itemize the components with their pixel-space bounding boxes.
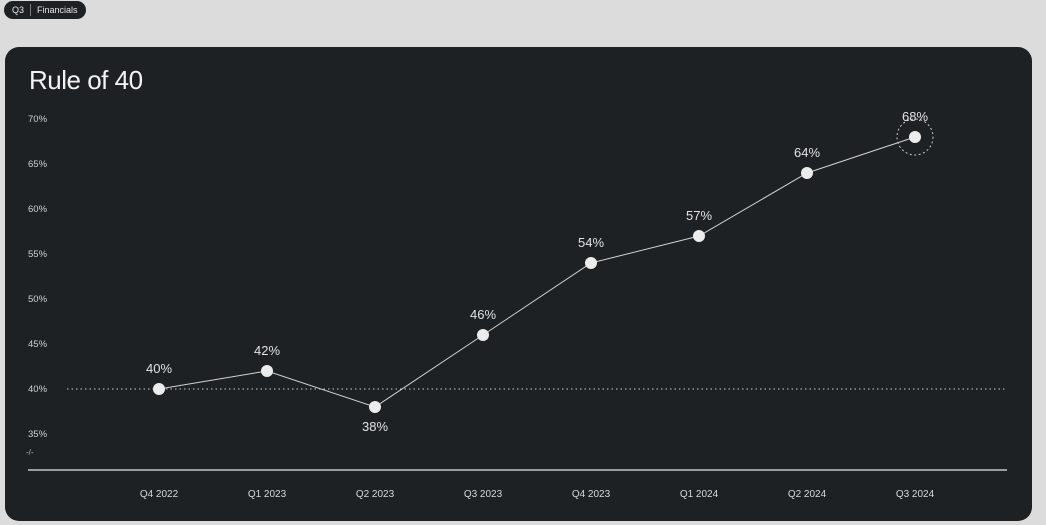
data-label: 38%	[362, 419, 388, 434]
data-label: 57%	[686, 208, 712, 223]
data-label: 46%	[470, 307, 496, 322]
data-point[interactable]	[801, 167, 813, 179]
data-point[interactable]	[369, 401, 381, 413]
x-tick-label: Q1 2024	[680, 489, 719, 500]
data-point[interactable]	[693, 230, 705, 242]
data-point[interactable]	[909, 131, 921, 143]
y-tick-label: 60%	[28, 204, 48, 215]
badge-period: Q3	[12, 4, 32, 16]
data-point[interactable]	[585, 257, 597, 269]
highlight-ring	[896, 118, 934, 156]
data-label: 64%	[794, 145, 820, 160]
x-tick-label: Q3 2023	[464, 489, 503, 500]
data-label: 68%	[902, 109, 928, 124]
data-labels: 40% 42% 38% 46% 54% 57% 64% 68%	[146, 109, 928, 434]
y-tick-label: 35%	[28, 429, 48, 440]
y-tick-label: 50%	[28, 294, 48, 305]
data-point[interactable]	[153, 383, 165, 395]
series-line	[158, 136, 916, 408]
badge-section: Financials	[37, 5, 78, 15]
y-tick-label: 65%	[28, 159, 48, 170]
data-point[interactable]	[477, 329, 489, 341]
y-axis: 35% 40% 45% 50% 55% 60% 65% 70% -/-	[26, 114, 48, 457]
y-tick-label: 70%	[28, 114, 48, 125]
y-tick-label: 55%	[28, 249, 48, 260]
x-tick-label: Q2 2023	[356, 489, 395, 500]
data-label: 54%	[578, 235, 604, 250]
x-tick-label: Q3 2024	[896, 489, 935, 500]
x-tick-label: Q4 2023	[572, 489, 611, 500]
data-points	[153, 118, 934, 413]
data-label: 40%	[146, 361, 172, 376]
y-tick-label: 40%	[28, 384, 48, 395]
x-tick-label: Q4 2022	[140, 489, 179, 500]
data-point[interactable]	[261, 365, 273, 377]
data-label: 42%	[254, 343, 280, 358]
x-tick-label: Q2 2024	[788, 489, 827, 500]
y-tick-label: 45%	[28, 339, 48, 350]
x-tick-label: Q1 2023	[248, 489, 287, 500]
series-line-group	[158, 136, 916, 408]
axis-break-label: -/-	[26, 448, 34, 457]
chart-title: Rule of 40	[29, 65, 143, 95]
section-badge[interactable]: Q3 Financials	[4, 1, 86, 19]
rule-of-40-chart: 35% 40% 45% 50% 55% 60% 65% 70% -/- 40% 42% 38% 46%…	[26, 109, 1007, 500]
chart-card: Rule of 40 35% 40% 45% 50% 55% 60% 65% 70% -/- 4…	[5, 47, 1032, 521]
x-axis: Q4 2022 Q1 2023 Q2 2023 Q3 2023 Q4 2023 Q1 20…	[28, 469, 1007, 500]
